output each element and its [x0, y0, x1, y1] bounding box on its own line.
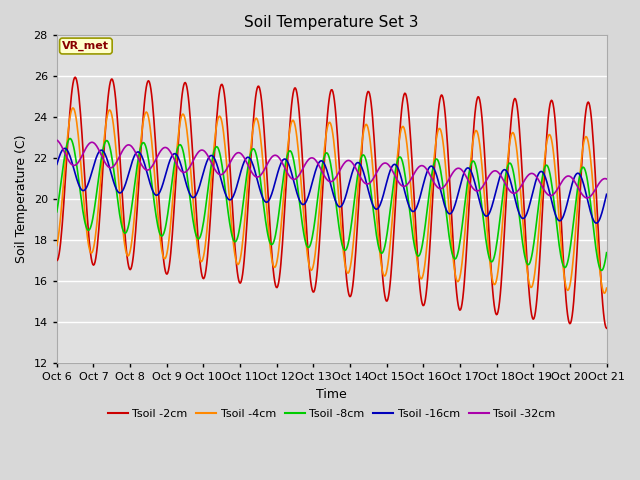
- Tsoil -8cm: [120, 229, 128, 235]
- Tsoil -16cm: [593, 220, 600, 226]
- Tsoil -32cm: [63, 154, 70, 160]
- Tsoil -4cm: [120, 238, 128, 243]
- Tsoil -2cm: [415, 277, 423, 283]
- Tsoil -16cm: [120, 185, 128, 191]
- Tsoil -8cm: [597, 267, 605, 273]
- Tsoil -8cm: [176, 142, 184, 147]
- Tsoil -2cm: [53, 258, 61, 264]
- Tsoil -4cm: [69, 105, 77, 111]
- Tsoil -4cm: [603, 285, 611, 291]
- Tsoil -16cm: [61, 145, 68, 151]
- Line: Tsoil -32cm: Tsoil -32cm: [57, 140, 607, 198]
- Tsoil -2cm: [176, 115, 184, 120]
- Tsoil -32cm: [120, 146, 127, 152]
- Tsoil -16cm: [53, 161, 61, 167]
- Tsoil -4cm: [176, 120, 184, 126]
- Line: Tsoil -2cm: Tsoil -2cm: [57, 77, 607, 328]
- Y-axis label: Soil Temperature (C): Soil Temperature (C): [15, 135, 28, 264]
- Tsoil -2cm: [205, 235, 213, 241]
- Tsoil -8cm: [415, 252, 423, 258]
- Tsoil -2cm: [399, 95, 407, 101]
- Tsoil -8cm: [63, 143, 70, 148]
- Tsoil -8cm: [399, 162, 407, 168]
- Tsoil -32cm: [53, 137, 61, 143]
- Tsoil -2cm: [120, 220, 128, 226]
- Tsoil -8cm: [66, 136, 74, 142]
- X-axis label: Time: Time: [316, 388, 347, 401]
- Tsoil -8cm: [603, 250, 611, 255]
- Title: Soil Temperature Set 3: Soil Temperature Set 3: [244, 15, 419, 30]
- Tsoil -4cm: [63, 142, 70, 147]
- Tsoil -32cm: [399, 183, 406, 189]
- Tsoil -4cm: [53, 242, 61, 248]
- Line: Tsoil -16cm: Tsoil -16cm: [57, 148, 607, 223]
- Tsoil -32cm: [175, 166, 183, 171]
- Legend: Tsoil -2cm, Tsoil -4cm, Tsoil -8cm, Tsoil -16cm, Tsoil -32cm: Tsoil -2cm, Tsoil -4cm, Tsoil -8cm, Tsoi…: [103, 404, 560, 423]
- Tsoil -16cm: [205, 155, 213, 160]
- Line: Tsoil -4cm: Tsoil -4cm: [57, 108, 607, 293]
- Tsoil -16cm: [64, 148, 72, 154]
- Tsoil -16cm: [415, 197, 423, 203]
- Text: VR_met: VR_met: [62, 41, 109, 51]
- Tsoil -32cm: [204, 154, 212, 159]
- Tsoil -4cm: [415, 272, 423, 277]
- Tsoil -4cm: [205, 204, 213, 210]
- Tsoil -2cm: [603, 325, 611, 331]
- Tsoil -32cm: [584, 195, 591, 201]
- Tsoil -32cm: [603, 176, 611, 182]
- Tsoil -16cm: [176, 159, 184, 165]
- Tsoil -16cm: [399, 182, 407, 188]
- Tsoil -2cm: [71, 74, 79, 80]
- Tsoil -16cm: [603, 192, 611, 197]
- Tsoil -4cm: [399, 124, 407, 130]
- Tsoil -32cm: [415, 165, 422, 170]
- Tsoil -8cm: [205, 179, 213, 184]
- Tsoil -4cm: [600, 290, 608, 296]
- Tsoil -8cm: [53, 209, 61, 215]
- Tsoil -2cm: [63, 154, 70, 160]
- Line: Tsoil -8cm: Tsoil -8cm: [57, 139, 607, 270]
